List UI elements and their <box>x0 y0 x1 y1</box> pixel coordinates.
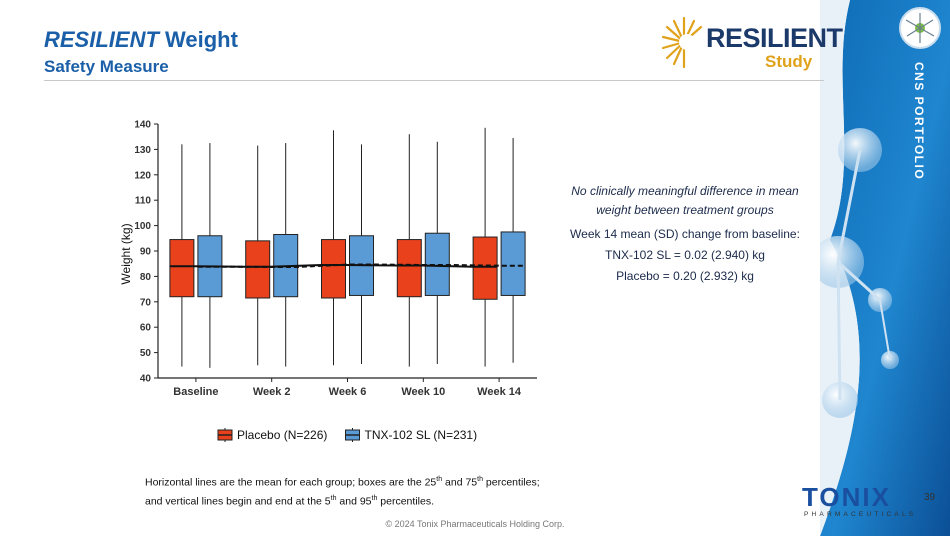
legend-label: TNX-102 SL (N=231) <box>365 428 478 442</box>
logo-study: Study <box>765 52 813 71</box>
sidebar-label: CNS PORTFOLIO <box>912 62 926 181</box>
weight-box-plot: 40 50 60 70 80 90 100 110 120 130 140 Baseline Week… <box>119 120 537 442</box>
logo-word: RESILIENT <box>706 23 843 53</box>
title-rest: Weight <box>165 27 238 52</box>
annotation-box: No clinically meaningful difference in m… <box>560 182 810 286</box>
annotation-tnx-change: TNX-102 SL = 0.02 (2.940) kg <box>605 248 765 262</box>
annotation-change-heading: Week 14 mean (SD) change from baseline: <box>570 227 800 241</box>
footnote-line-1: Horizontal lines are the mean for each g… <box>145 476 540 489</box>
box <box>424 232 450 296</box>
y-tick-label: 60 <box>140 323 152 334</box>
y-tick-label: 110 <box>135 196 152 207</box>
y-tick-label: 40 <box>140 374 152 385</box>
sunburst-icon <box>661 16 703 69</box>
mean-line <box>197 263 526 268</box>
tonix-word: TONIX <box>802 482 891 512</box>
y-tick-label: 120 <box>134 170 151 181</box>
y-tick-label: 140 <box>134 120 151 131</box>
resilient-study-logo: RESILIENT Study <box>660 12 843 74</box>
page-subtitle: Safety Measure <box>44 57 169 76</box>
x-tick-label: Week 6 <box>329 386 367 398</box>
box <box>245 240 271 299</box>
sidebar-background <box>820 0 950 536</box>
y-tick-label: 130 <box>134 145 151 156</box>
header-divider <box>44 80 824 81</box>
box <box>472 236 498 300</box>
y-tick-label: 90 <box>140 247 152 258</box>
x-tick-label: Week 2 <box>253 386 291 398</box>
box <box>396 239 422 298</box>
x-tick-label: Baseline <box>173 386 218 398</box>
footnote: Horizontal lines are the mean for each g… <box>145 472 540 509</box>
boxes <box>169 127 526 368</box>
legend: Placebo (N=226) TNX-102 SL (N=231) <box>217 428 478 442</box>
mean-lines <box>169 263 526 268</box>
box <box>321 239 346 299</box>
y-tick-label: 50 <box>140 348 152 359</box>
tonix-sub: PHARMACEUTICALS <box>804 511 917 518</box>
annotation-placebo-change: Placebo = 0.20 (2.932) kg <box>616 269 754 283</box>
x-tick-label: Week 10 <box>401 386 445 398</box>
y-tick-label: 100 <box>134 221 151 232</box>
legend-label: Placebo (N=226) <box>237 428 327 442</box>
box <box>169 239 195 298</box>
tonix-logo: TONIX PHARMACEUTICALS <box>788 478 913 522</box>
title-italic: RESILIENT <box>44 27 159 52</box>
x-tick-label: Week 14 <box>477 386 522 398</box>
mean-line <box>169 264 498 268</box>
y-tick-label: 70 <box>140 297 152 308</box>
page-title: RESILIENT Weight <box>44 28 238 52</box>
page-number: 39 <box>924 492 936 503</box>
x-axis: Baseline Week 2 Week 6 Week 10 Week 14 <box>158 377 537 398</box>
y-axis: 40 50 60 70 80 90 100 110 120 130 140 <box>134 120 159 385</box>
annotation-conclusion: No clinically meaningful difference in m… <box>571 184 799 217</box>
box <box>500 231 526 296</box>
y-axis-label: Weight (kg) <box>119 223 133 284</box>
copyright: © 2024 Tonix Pharmaceuticals Holding Cor… <box>385 519 565 529</box>
footnote-line-2: and vertical lines begin and end at the … <box>145 494 434 508</box>
y-tick-label: 80 <box>140 272 152 283</box>
